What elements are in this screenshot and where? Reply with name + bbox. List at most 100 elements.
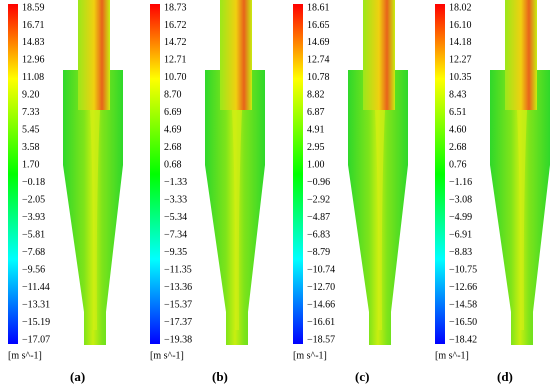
colorbar [293, 4, 303, 344]
colorbar-tick-label: 14.69 [307, 37, 330, 48]
vortex-core [375, 110, 385, 330]
panel: 18.59 16.71 14.83 12.96 11.08 9.20 7.33 5.45 3.5… [8, 0, 123, 384]
colorbar-tick-label: −14.66 [307, 299, 335, 310]
colorbar-tick-label: 6.87 [307, 107, 325, 118]
panel: 18.02 16.10 14.18 12.27 10.35 8.43 6.51 4.60 2.6… [435, 0, 550, 384]
colorbar-tick-label: 11.08 [22, 72, 44, 83]
colorbar-tick-label: −3.33 [164, 195, 187, 206]
colorbar-tick-label: 0.76 [449, 160, 467, 171]
colorbar-tick-label: 8.82 [307, 90, 325, 101]
colorbar-tick-label: −5.34 [164, 212, 187, 223]
panel: 18.73 16.72 14.72 12.71 10.70 8.70 6.69 4.69 2.6… [150, 0, 265, 384]
colorbar-tick-label: 6.69 [164, 107, 182, 118]
colorbar-tick-label: 16.72 [164, 20, 187, 31]
colorbar-tick-label: 4.60 [449, 125, 467, 136]
colorbar-tick-label: −1.33 [164, 177, 187, 188]
vortex-core [517, 110, 527, 330]
colorbar-tick-label: 10.78 [307, 72, 330, 83]
colorbar-tick-label: 8.70 [164, 90, 182, 101]
colorbar [8, 4, 18, 344]
panel: 18.61 16.65 14.69 12.74 10.78 8.82 6.87 4.91 2.9… [293, 0, 408, 384]
colorbar-tick-label: −15.37 [164, 299, 192, 310]
colorbar-tick-label: −16.50 [449, 317, 477, 328]
colorbar-tick-label: −7.68 [22, 247, 45, 258]
colorbar-tick-label: −11.44 [22, 282, 50, 293]
unit-label: [m s^-1] [435, 350, 469, 361]
colorbar-tick-label: 16.10 [449, 20, 472, 31]
colorbar-tick-label: 18.61 [307, 2, 330, 13]
colorbar-tick-label: 12.27 [449, 55, 472, 66]
unit-label: [m s^-1] [150, 350, 184, 361]
colorbar-tick-label: −8.79 [307, 247, 330, 258]
colorbar-tick-label: −6.83 [307, 229, 330, 240]
colorbar-tick-label: 9.20 [22, 90, 40, 101]
colorbar-tick-label: −19.38 [164, 334, 192, 345]
colorbar-tick-label: 14.83 [22, 37, 45, 48]
colorbar-tick-label: 2.68 [449, 142, 467, 153]
colorbar-tick-label: −2.92 [307, 195, 330, 206]
colorbar-tick-label: −12.66 [449, 282, 477, 293]
colorbar-tick-label: 5.45 [22, 125, 40, 136]
colorbar-tick-label: 12.71 [164, 55, 187, 66]
colorbar-tick-label: −18.42 [449, 334, 477, 345]
panel-label: (a) [70, 369, 85, 384]
colorbar-tick-label: −13.36 [164, 282, 192, 293]
colorbar-tick-label: 1.00 [307, 160, 325, 171]
colorbar-tick-label: −5.81 [22, 229, 45, 240]
colorbar-tick-label: −3.93 [22, 212, 45, 223]
colorbar-tick-label: 1.70 [22, 160, 40, 171]
colorbar-tick-label: −9.56 [22, 264, 45, 275]
colorbar-tick-label: 14.18 [449, 37, 472, 48]
panel-label: (b) [212, 369, 228, 384]
colorbar-tick-label: −0.18 [22, 177, 45, 188]
vortex-finder [505, 0, 537, 110]
colorbar-tick-label: −4.99 [449, 212, 472, 223]
colorbar-tick-label: 7.33 [22, 107, 40, 118]
colorbar-tick-label: 18.02 [449, 2, 472, 13]
vortex-finder [78, 0, 110, 110]
colorbar-tick-label: −4.87 [307, 212, 330, 223]
colorbar-tick-label: 4.69 [164, 125, 182, 136]
colorbar-tick-label: −7.34 [164, 229, 187, 240]
colorbar-tick-label: 4.91 [307, 125, 325, 136]
colorbar [435, 4, 445, 344]
colorbar-tick-label: 3.58 [22, 142, 40, 153]
colorbar-tick-label: 18.59 [22, 2, 45, 13]
colorbar-tick-label: 14.72 [164, 37, 187, 48]
colorbar-tick-label: −16.61 [307, 317, 335, 328]
unit-label: [m s^-1] [8, 350, 42, 361]
colorbar-tick-label: −15.19 [22, 317, 50, 328]
colorbar-tick-label: −2.05 [22, 195, 45, 206]
vortex-finder [363, 0, 395, 110]
panel-label: (c) [355, 369, 369, 384]
colorbar-tick-label: −9.35 [164, 247, 187, 258]
colorbar-tick-label: −10.74 [307, 264, 335, 275]
colorbar-tick-label: 10.35 [449, 72, 472, 83]
unit-label: [m s^-1] [293, 350, 327, 361]
colorbar-tick-label: −8.83 [449, 247, 472, 258]
colorbar-tick-label: −1.16 [449, 177, 472, 188]
colorbar-tick-label: 0.68 [164, 160, 182, 171]
colorbar-tick-label: −18.57 [307, 334, 335, 345]
colorbar-tick-label: −0.96 [307, 177, 330, 188]
colorbar-tick-label: −12.70 [307, 282, 335, 293]
colorbar-tick-label: 12.96 [22, 55, 45, 66]
colorbar-tick-label: 10.70 [164, 72, 187, 83]
colorbar-tick-label: 2.95 [307, 142, 325, 153]
colorbar-tick-label: 8.43 [449, 90, 467, 101]
colorbar-tick-label: −10.75 [449, 264, 477, 275]
colorbar [150, 4, 160, 344]
panel-label: (d) [497, 369, 513, 384]
colorbar-tick-label: −6.91 [449, 229, 472, 240]
colorbar-tick-label: 12.74 [307, 55, 330, 66]
colorbar-tick-label: −14.58 [449, 299, 477, 310]
colorbar-tick-label: 2.68 [164, 142, 182, 153]
colorbar-tick-label: −17.07 [22, 334, 50, 345]
colorbar-tick-label: 6.51 [449, 107, 467, 118]
vortex-finder [220, 0, 252, 110]
vortex-core [232, 110, 242, 330]
colorbar-tick-label: 16.71 [22, 20, 45, 31]
vortex-core [90, 110, 100, 330]
colorbar-tick-label: −17.37 [164, 317, 192, 328]
